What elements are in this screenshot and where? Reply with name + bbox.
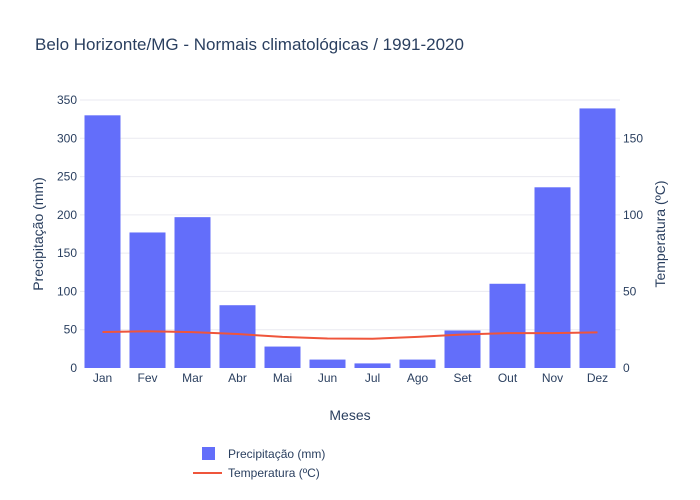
bar-mar[interactable] xyxy=(174,217,211,368)
y-tick-label: 350 xyxy=(57,93,77,107)
legend[interactable]: Precipitação (mm) Temperatura (ºC) xyxy=(193,447,325,480)
legend-item-temperature[interactable]: Temperatura (ºC) xyxy=(193,466,320,480)
chart-title: Belo Horizonte/MG - Normais climatológic… xyxy=(35,35,464,54)
legend-item-precipitation[interactable]: Precipitação (mm) xyxy=(202,447,325,461)
x-tick-label: Dez xyxy=(587,371,608,385)
y-tick-label: 0 xyxy=(70,361,77,375)
x-tick-label: Nov xyxy=(542,371,563,385)
x-tick-label: Abr xyxy=(228,371,247,385)
bar-fev[interactable] xyxy=(129,232,166,368)
precipitation-bars xyxy=(84,108,616,369)
x-tick-label: Mar xyxy=(182,371,203,385)
y-tick-label: 200 xyxy=(57,208,77,222)
x-tick-label: Mai xyxy=(273,371,292,385)
bar-ago[interactable] xyxy=(399,359,436,368)
bar-jul[interactable] xyxy=(354,363,391,368)
y2-axis-ticks: 0 50 100 150 xyxy=(623,131,643,375)
gridlines xyxy=(80,99,620,331)
bar-mai[interactable] xyxy=(264,346,301,368)
x-tick-label: Fev xyxy=(137,371,157,385)
y-axis-title: Precipitação (mm) xyxy=(30,177,46,291)
y2-tick-label: 150 xyxy=(623,131,643,145)
x-axis-ticks: Jan Fev Mar Abr Mai Jun Jul Ago Set Out Nov Dez xyxy=(93,371,608,385)
temperature-series-line[interactable] xyxy=(102,330,598,340)
x-axis-title: Meses xyxy=(329,407,370,423)
x-tick-label: Out xyxy=(498,371,518,385)
legend-label-temperature: Temperatura (ºC) xyxy=(228,466,320,480)
y-tick-label: 150 xyxy=(57,246,77,260)
y-tick-label: 250 xyxy=(57,170,77,184)
bar-nov[interactable] xyxy=(534,187,571,368)
x-tick-label: Jun xyxy=(318,371,337,385)
y2-tick-label: 50 xyxy=(623,284,637,298)
legend-label-precipitation: Precipitação (mm) xyxy=(228,447,325,461)
y-tick-label: 100 xyxy=(57,284,77,298)
y-tick-label: 300 xyxy=(57,131,77,145)
y2-axis-title: Temperatura (ºC) xyxy=(652,180,668,287)
bar-jun[interactable] xyxy=(309,359,346,368)
legend-swatch-precipitation xyxy=(202,447,215,460)
x-tick-label: Jan xyxy=(93,371,112,385)
x-tick-label: Jul xyxy=(365,371,380,385)
bar-dez[interactable] xyxy=(579,108,616,369)
bar-abr[interactable] xyxy=(219,305,256,368)
y2-tick-label: 0 xyxy=(623,361,630,375)
x-tick-label: Set xyxy=(453,371,472,385)
temperature-line xyxy=(102,330,598,340)
y2-tick-label: 100 xyxy=(623,208,643,222)
bar-jan[interactable] xyxy=(84,115,121,368)
y-axis-ticks: 0 50 100 150 200 250 300 350 xyxy=(57,93,77,375)
bar-set[interactable] xyxy=(444,330,481,368)
bar-out[interactable] xyxy=(489,283,526,368)
x-tick-label: Ago xyxy=(407,371,429,385)
y-tick-label: 50 xyxy=(64,323,78,337)
